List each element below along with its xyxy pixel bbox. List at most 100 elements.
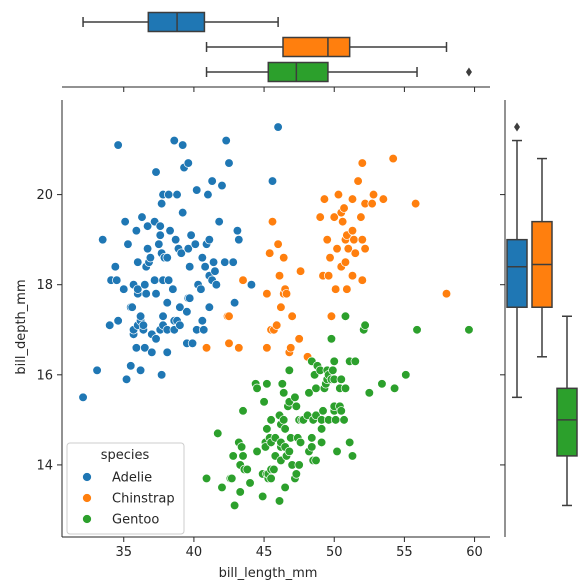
scatter-point-chinstrap	[268, 217, 277, 226]
scatter-point-gentoo	[279, 416, 288, 425]
scatter-point-chinstrap	[225, 312, 234, 321]
scatter-point-chinstrap	[358, 276, 367, 285]
legend-marker-adelie	[83, 473, 92, 482]
y-axis-label: bill_depth_mm	[14, 279, 29, 374]
scatter-point-gentoo	[267, 416, 276, 425]
scatter-point-adelie	[211, 267, 220, 276]
scatter-point-chinstrap	[265, 249, 274, 258]
scatter-point-adelie	[155, 240, 164, 249]
scatter-point-chinstrap	[331, 285, 340, 294]
scatter-point-gentoo	[465, 325, 474, 334]
scatter-point-adelie	[185, 262, 194, 271]
scatter-point-adelie	[138, 213, 147, 222]
y-tick-label: 14	[36, 458, 53, 473]
scatter-point-chinstrap	[341, 258, 350, 267]
scatter-point-gentoo	[281, 425, 290, 434]
scatter-point-gentoo	[378, 380, 387, 389]
scatter-point-gentoo	[317, 425, 326, 434]
scatter-point-chinstrap	[295, 334, 304, 343]
scatter-point-adelie	[112, 276, 121, 285]
scatter-point-adelie	[197, 285, 206, 294]
scatter-point-adelie	[184, 159, 193, 168]
scatter-point-adelie	[156, 222, 165, 231]
legend-label-adelie: Adelie	[112, 471, 152, 486]
scatter-point-chinstrap	[338, 217, 347, 226]
scatter-point-adelie	[164, 190, 173, 199]
legend: species Adelie Chinstrap Gentoo	[67, 443, 184, 534]
scatter-point-adelie	[274, 123, 283, 132]
scatter-point-gentoo	[227, 474, 236, 483]
scatter-point-chinstrap	[327, 312, 336, 321]
scatter-point-chinstrap	[225, 339, 234, 348]
scatter-point-chinstrap	[442, 289, 451, 298]
scatter-point-adelie	[166, 226, 175, 235]
x-tick-label: 35	[115, 545, 132, 560]
scatter-point-adelie	[133, 258, 142, 267]
scatter-point-adelie	[205, 303, 214, 312]
scatter-point-gentoo	[312, 456, 321, 465]
scatter-point-gentoo	[270, 465, 279, 474]
scatter-point-chinstrap	[326, 253, 335, 262]
scatter-point-adelie	[121, 217, 130, 226]
scatter-point-adelie	[136, 366, 145, 375]
scatter-point-adelie	[247, 280, 256, 289]
scatter-point-adelie	[178, 141, 187, 150]
scatter-point-gentoo	[202, 474, 211, 483]
box	[557, 388, 577, 456]
scatter-point-adelie	[163, 298, 172, 307]
scatter-point-chinstrap	[277, 303, 286, 312]
scatter-point-chinstrap	[323, 235, 332, 244]
scatter-point-gentoo	[253, 447, 262, 456]
right-marginal-boxplots	[500, 100, 577, 537]
scatter-point-gentoo	[229, 452, 238, 461]
scatter-point-chinstrap	[348, 226, 357, 235]
scatter-point-adelie	[79, 393, 88, 402]
scatter-point-gentoo	[246, 479, 255, 488]
top-marginal-boxplots	[62, 13, 490, 93]
boxplot-y-gentoo	[557, 316, 577, 505]
scatter-point-chinstrap	[235, 343, 244, 352]
scatter-point-adelie	[140, 280, 149, 289]
boxplot-y-chinstrap	[532, 159, 552, 357]
scatter-point-chinstrap	[275, 271, 284, 280]
scatter-point-gentoo	[253, 384, 262, 393]
scatter-point-gentoo	[292, 470, 301, 479]
scatter-point-gentoo	[348, 452, 357, 461]
scatter-point-adelie	[126, 362, 135, 371]
scatter-point-chinstrap	[239, 276, 248, 285]
scatter-point-adelie	[142, 289, 151, 298]
scatter-point-chinstrap	[340, 204, 349, 213]
scatter-point-adelie	[205, 235, 214, 244]
scatter-point-gentoo	[239, 407, 248, 416]
scatter-point-gentoo	[340, 416, 349, 425]
scatter-point-chinstrap	[316, 213, 325, 222]
scatter-point-adelie	[218, 181, 227, 190]
scatter-point-adelie	[152, 334, 161, 343]
scatter-point-gentoo	[278, 380, 287, 389]
scatter-point-chinstrap	[348, 271, 357, 280]
scatter-point-adelie	[212, 280, 221, 289]
scatter-point-gentoo	[230, 501, 239, 510]
scatter-point-adelie	[222, 136, 231, 145]
boxplot-y-adelie	[507, 123, 527, 398]
scatter-point-adelie	[171, 235, 180, 244]
scatter-point-chinstrap	[361, 244, 370, 253]
scatter-point-chinstrap	[350, 235, 359, 244]
scatter-point-gentoo	[239, 452, 248, 461]
scatter-point-chinstrap	[358, 235, 367, 244]
scatter-point-adelie	[150, 276, 159, 285]
legend-marker-gentoo	[83, 515, 92, 524]
scatter-point-adelie	[173, 190, 182, 199]
scatter-point-gentoo	[341, 384, 350, 393]
scatter-point-chinstrap	[263, 289, 272, 298]
scatter-point-gentoo	[236, 488, 245, 497]
scatter-point-adelie	[163, 348, 172, 357]
scatter-point-adelie	[157, 199, 166, 208]
legend-label-chinstrap: Chinstrap	[112, 492, 175, 507]
scatter-point-gentoo	[292, 402, 301, 411]
scatter-point-adelie	[139, 321, 148, 330]
scatter-point-adelie	[132, 343, 141, 352]
scatter-point-adelie	[105, 321, 114, 330]
box	[507, 240, 527, 308]
